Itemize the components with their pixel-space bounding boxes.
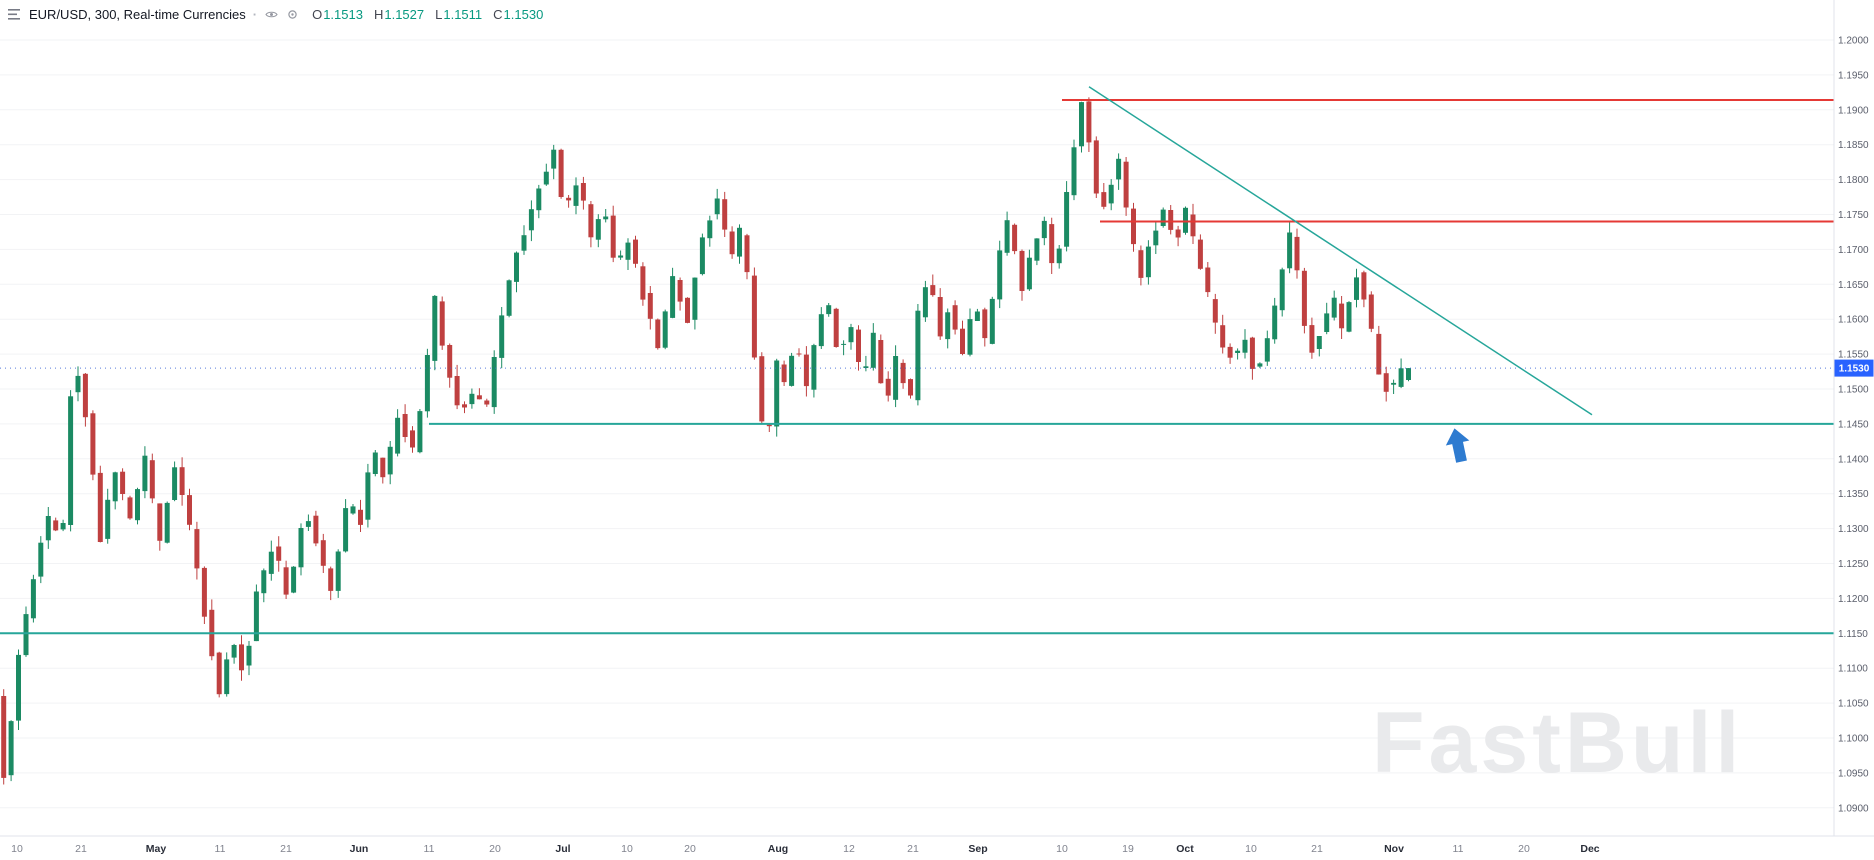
time-axis-label: 10 [1245, 843, 1257, 855]
price-axis[interactable]: 1.2000 1.1950 1.1900 1.1850 1.1800 1.1750 1.17… [1834, 35, 1874, 814]
price-tick-label: 1.1700 [1838, 245, 1869, 256]
watermark: FastBull [1372, 695, 1744, 791]
price-tick-label: 1.0900 [1838, 803, 1869, 814]
time-axis-label: 20 [489, 843, 501, 855]
price-tick-label: 1.1250 [1838, 559, 1869, 570]
price-tick-label: 1.0950 [1838, 768, 1869, 779]
price-tick-label: 1.1150 [1838, 629, 1868, 640]
time-axis-label: 11 [215, 843, 226, 855]
time-axis-label: 21 [280, 843, 292, 855]
ohlc-open: O1.1513 [312, 7, 363, 22]
separator-dot: · [252, 7, 258, 22]
price-tick-label: 1.1100 [1838, 664, 1868, 675]
time-axis-label: Oct [1176, 843, 1194, 855]
price-tick-label: 1.1050 [1838, 699, 1869, 710]
time-axis-label: 10 [621, 843, 633, 855]
time-axis-label: 21 [907, 843, 919, 855]
price-tick-label: 1.1950 [1838, 70, 1869, 81]
price-tick-label: 1.1300 [1838, 524, 1869, 535]
time-axis-label: 11 [1453, 843, 1464, 855]
menu-icon[interactable] [8, 8, 22, 22]
ohlc-readout: O1.1513 H1.1527 L1.1511 C1.1530 [312, 7, 543, 22]
price-tick-label: 1.1900 [1838, 105, 1869, 116]
time-axis-label: May [146, 843, 167, 855]
ohlc-close: C1.1530 [493, 7, 544, 22]
time-axis-label: Jun [350, 843, 369, 855]
axes-frame [0, 0, 1874, 837]
time-axis-label: 21 [75, 843, 87, 855]
time-axis-label: 11 [424, 843, 435, 855]
time-axis[interactable]: 10 21 May 11 21 Jun 11 20 Jul 10 20 Aug 12 21 Sep 10 19 O… [11, 843, 1600, 855]
ohlc-high: H1.1527 [373, 7, 425, 22]
price-tick-label: 1.1550 [1838, 350, 1869, 361]
current-price-badge [1834, 359, 1874, 377]
time-axis-label: 10 [11, 843, 23, 855]
time-axis-label: 19 [1122, 843, 1134, 855]
time-axis-label: 20 [684, 843, 696, 855]
price-tick-label: 1.2000 [1838, 35, 1869, 46]
price-tick-label: 1.1200 [1838, 594, 1869, 605]
up-arrow-marker[interactable] [1443, 426, 1474, 464]
current-price-badge-label: 1.1530 [1839, 364, 1870, 375]
candlestick-series[interactable] [1, 97, 1411, 785]
legend-eye-icon[interactable] [264, 8, 278, 22]
price-tick-label: 1.1650 [1838, 280, 1869, 291]
time-axis-label: Aug [768, 843, 788, 855]
legend-settings-icon[interactable] [285, 8, 299, 22]
time-axis-label: Jul [555, 843, 570, 855]
time-axis-label: 10 [1056, 843, 1068, 855]
time-axis-label: 21 [1311, 843, 1323, 855]
time-axis-label: 20 [1518, 843, 1530, 855]
price-tick-label: 1.1850 [1838, 140, 1869, 151]
descending-trendline[interactable] [1088, 86, 1593, 416]
time-axis-label: Nov [1384, 843, 1404, 855]
price-tick-label: 1.1350 [1838, 489, 1869, 500]
time-axis-label: 12 [843, 843, 855, 855]
drawings-layer[interactable] [0, 86, 1834, 635]
price-tick-label: 1.1400 [1838, 454, 1869, 465]
symbol-title[interactable]: EUR/USD, 300, Real-time Currencies [29, 7, 246, 22]
chart-legend: EUR/USD, 300, Real-time Currencies · O1.… [8, 7, 543, 22]
ohlc-low: L1.1511 [435, 7, 483, 22]
price-tick-label: 1.1500 [1838, 384, 1869, 395]
price-tick-label: 1.1450 [1838, 419, 1869, 430]
price-tick-label: 1.1600 [1838, 315, 1869, 326]
price-tick-label: 1.1750 [1838, 210, 1869, 221]
time-axis-label: Dec [1580, 843, 1599, 855]
price-tick-label: 1.1000 [1838, 733, 1869, 744]
price-tick-label: 1.1800 [1838, 175, 1869, 186]
time-axis-label: Sep [968, 843, 987, 855]
